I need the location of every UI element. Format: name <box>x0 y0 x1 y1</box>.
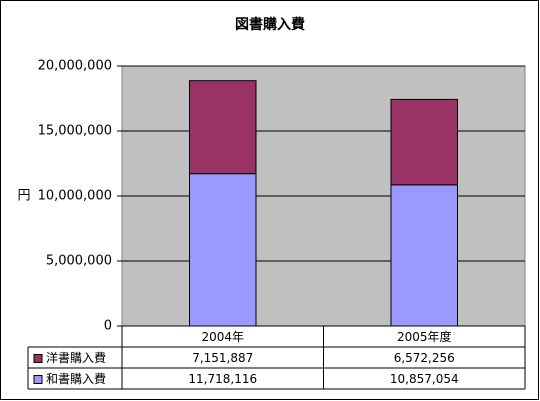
table-value: 6,572,256 <box>394 351 455 365</box>
bar-segment <box>390 98 458 186</box>
y-axis-label: 円 <box>17 189 30 204</box>
table-value: 7,151,887 <box>192 351 253 365</box>
x-tick-label: 2005年度 <box>397 329 452 344</box>
y-tick-label: 10,000,000 <box>38 189 112 204</box>
y-tick-label: 0 <box>104 319 112 334</box>
y-tick-label: 5,000,000 <box>46 254 112 269</box>
chart-title: 図書購入費 <box>235 16 305 33</box>
bar-segment <box>189 80 257 175</box>
bar-segment <box>189 173 257 327</box>
legend-label: 和書購入費 <box>46 371 106 386</box>
table-value: 10,857,054 <box>390 372 459 386</box>
table-value: 11,718,116 <box>188 372 257 386</box>
bar-segment <box>390 184 458 327</box>
x-tick-label: 2004年 <box>201 330 244 344</box>
legend-key <box>33 375 43 384</box>
y-tick-label: 15,000,000 <box>38 124 112 139</box>
legend-key <box>33 354 43 363</box>
legend-label: 洋書購入費 <box>46 350 106 365</box>
y-tick-label: 20,000,000 <box>38 59 112 74</box>
